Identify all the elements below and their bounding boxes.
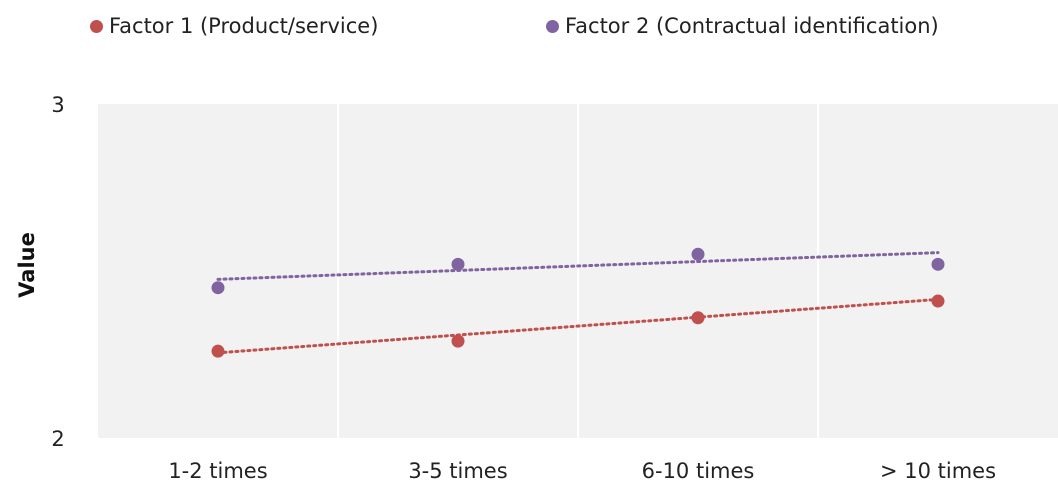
gridlines (337, 104, 819, 438)
legend-item-factor-2: Factor 2 (Contractual identification) (546, 14, 939, 38)
data-point-series-2 (451, 257, 465, 271)
data-point-series-1 (691, 311, 705, 325)
data-point-series-2 (211, 281, 225, 295)
data-point-series-1 (451, 334, 465, 348)
legend-item-factor-1: Factor 1 (Product/service) (90, 14, 378, 38)
data-point-series-1 (931, 294, 945, 308)
data-points (211, 247, 945, 358)
x-tick-label: > 10 times (880, 459, 996, 483)
y-tick-label: 2 (51, 427, 64, 451)
legend-marker-factor-1 (90, 19, 103, 33)
trendline-series-1 (216, 297, 940, 355)
x-tick-label: 3-5 times (408, 459, 507, 483)
legend-label-factor-1: Factor 1 (Product/service) (109, 14, 379, 38)
chart-legend: Factor 1 (Product/service) Factor 2 (Con… (0, 6, 1058, 46)
legend-label-factor-2: Factor 2 (Contractual identification) (565, 14, 939, 38)
data-point-series-1 (211, 344, 225, 358)
y-axis-title: Value (15, 232, 39, 298)
x-tick-label: 1-2 times (168, 459, 267, 483)
legend-marker-factor-2 (546, 19, 559, 33)
x-tick-label: 6-10 times (642, 459, 755, 483)
trendline-series-2 (216, 251, 940, 281)
data-point-series-2 (931, 257, 945, 271)
axes: 1-2 times 3-5 times 6-10 times > 10 times 3 2… (15, 93, 996, 483)
y-tick-label: 3 (51, 93, 64, 117)
data-point-series-2 (691, 247, 705, 261)
trendlines (216, 251, 940, 355)
